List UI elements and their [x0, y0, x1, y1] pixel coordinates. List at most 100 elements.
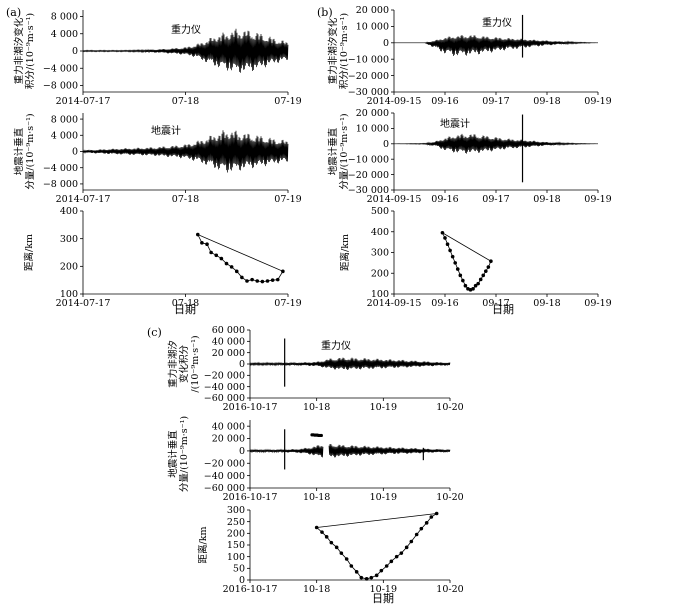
- y-axis-label: 距离/km: [23, 234, 35, 271]
- data-point: [424, 521, 429, 525]
- data-point: [281, 269, 285, 274]
- y-tick-label: 300: [60, 234, 78, 245]
- x-tick-label: 09-19: [584, 298, 611, 309]
- y-axis-label-line: 分量/(10⁻⁹m·s⁻¹): [25, 113, 36, 189]
- data-point: [476, 281, 480, 286]
- data-point: [445, 242, 450, 246]
- series-annotation: 地震计: [151, 124, 181, 137]
- data-point: [255, 279, 260, 283]
- data-point: [320, 530, 324, 534]
- x-tick-label: 09-17: [482, 298, 509, 309]
- x-tick-label: 2014-09-15: [367, 194, 422, 205]
- x-tick-label: 07-19: [274, 194, 301, 205]
- distance-line: [441, 231, 492, 291]
- data-point: [369, 575, 374, 580]
- y-tick-label: −8 000: [43, 179, 78, 190]
- data-point: [209, 250, 213, 255]
- data-point: [404, 545, 409, 550]
- y-axis-label-line: 变化积分: [178, 345, 190, 384]
- data-point: [409, 539, 414, 544]
- y-tick-label: −20 000: [348, 170, 389, 181]
- y-axis-label-line: 地震计垂直: [327, 127, 339, 175]
- y-tick-label: 0: [72, 46, 78, 57]
- y-axis-label-line: 距离/km: [197, 527, 209, 564]
- chart-a-gravity: 8 000 4 000 0 −4 000 −8 000 2014-07-17 07-18 07…: [13, 10, 302, 107]
- panel-label-b: (b): [317, 6, 333, 19]
- y-tick-label: 0: [239, 359, 245, 370]
- x-tick-label: 2014-09-15: [367, 96, 422, 107]
- series-annotation: 重力仪: [321, 339, 351, 352]
- y-axis-label: 距离/km: [197, 527, 209, 564]
- data-point: [384, 564, 389, 568]
- data-point: [429, 515, 434, 519]
- y-tick-label: 20 000: [212, 434, 245, 445]
- xlabel-b: 日期: [492, 303, 514, 316]
- data-point: [324, 535, 329, 539]
- y-axis-label: 地震计垂直分量/(10⁻⁹m·s⁻¹): [327, 113, 350, 189]
- y-axis-label-line: 分量/(10⁻⁹m·s⁻¹): [179, 416, 190, 492]
- y-tick-label: −8 000: [43, 81, 78, 92]
- data-point: [434, 511, 439, 516]
- data-point: [265, 279, 270, 283]
- x-tick-label: 10-18: [303, 584, 330, 595]
- y-tick-label: −60 000: [204, 393, 245, 404]
- y-tick-label: 0: [239, 446, 245, 457]
- x-tick-label: 10-20: [436, 492, 463, 503]
- series-annotation: 重力仪: [482, 16, 512, 29]
- xlabel-a: 日期: [174, 303, 196, 316]
- y-axis-label-line: 地震计垂直: [13, 127, 25, 175]
- y-axis-label-line: 重力非潮汐: [167, 340, 179, 388]
- y-axis-label-line: 距离/km: [339, 234, 351, 271]
- y-tick-label: −20 000: [348, 71, 389, 82]
- data-point: [463, 283, 468, 288]
- y-tick-label: 200: [227, 529, 245, 540]
- data-point: [419, 526, 424, 531]
- y-axis-label-line: 分量/(10⁻⁹m·s⁻¹): [339, 113, 350, 189]
- x-tick-label: 09-19: [584, 194, 611, 205]
- data-point: [260, 279, 265, 284]
- x-tick-label: 10-19: [370, 492, 397, 503]
- series-annotation: 重力仪: [171, 23, 201, 36]
- x-tick-label: 07-19: [274, 96, 301, 107]
- series-annotation: 地震计: [440, 117, 470, 130]
- x-tick-label: 07-18: [172, 298, 199, 309]
- distance-line: [196, 233, 284, 283]
- y-axis-label-line: 积分/(10⁻⁹m·s⁻¹): [338, 13, 350, 89]
- waveform-trace: [249, 443, 451, 458]
- y-tick-label: −10 000: [348, 54, 389, 65]
- y-axis-label: 地震计垂直分量/(10⁻⁹m·s⁻¹): [13, 113, 36, 189]
- y-tick-label: 400: [371, 227, 389, 238]
- data-point: [229, 265, 234, 269]
- x-tick-label: 07-18: [172, 96, 199, 107]
- y-tick-label: 20 000: [356, 5, 389, 16]
- x-tick-label: 2014-09-15: [367, 298, 422, 309]
- waveform-trace: [394, 34, 598, 57]
- data-point: [270, 278, 275, 282]
- distance-line: [315, 513, 437, 580]
- y-tick-label: 200: [60, 262, 78, 273]
- data-point: [224, 261, 229, 266]
- y-axis-label-line: 重力非潮汐变化: [13, 17, 25, 84]
- data-point: [481, 273, 486, 278]
- data-point: [453, 261, 458, 265]
- x-tick-label: 2016-10-17: [223, 584, 278, 595]
- x-tick-label: 09-18: [533, 194, 560, 205]
- y-axis-label: 距离/km: [339, 234, 351, 271]
- data-point: [196, 232, 200, 237]
- xlabel-c: 日期: [372, 592, 394, 605]
- data-point: [329, 540, 334, 545]
- x-tick-label: 09-16: [431, 96, 458, 107]
- chart-a-seismometer: 8 000 4 000 0 −4 000 −8 000 2014-07-17 07-18 07…: [13, 113, 302, 205]
- data-point: [394, 554, 399, 559]
- data-point: [486, 265, 491, 269]
- x-tick-label: 2016-10-17: [223, 492, 278, 503]
- data-point: [344, 557, 349, 561]
- data-point: [334, 545, 339, 550]
- data-point: [219, 256, 224, 261]
- data-point: [374, 573, 379, 578]
- y-tick-label: −4 000: [43, 163, 78, 174]
- x-tick-label: 09-18: [533, 298, 560, 309]
